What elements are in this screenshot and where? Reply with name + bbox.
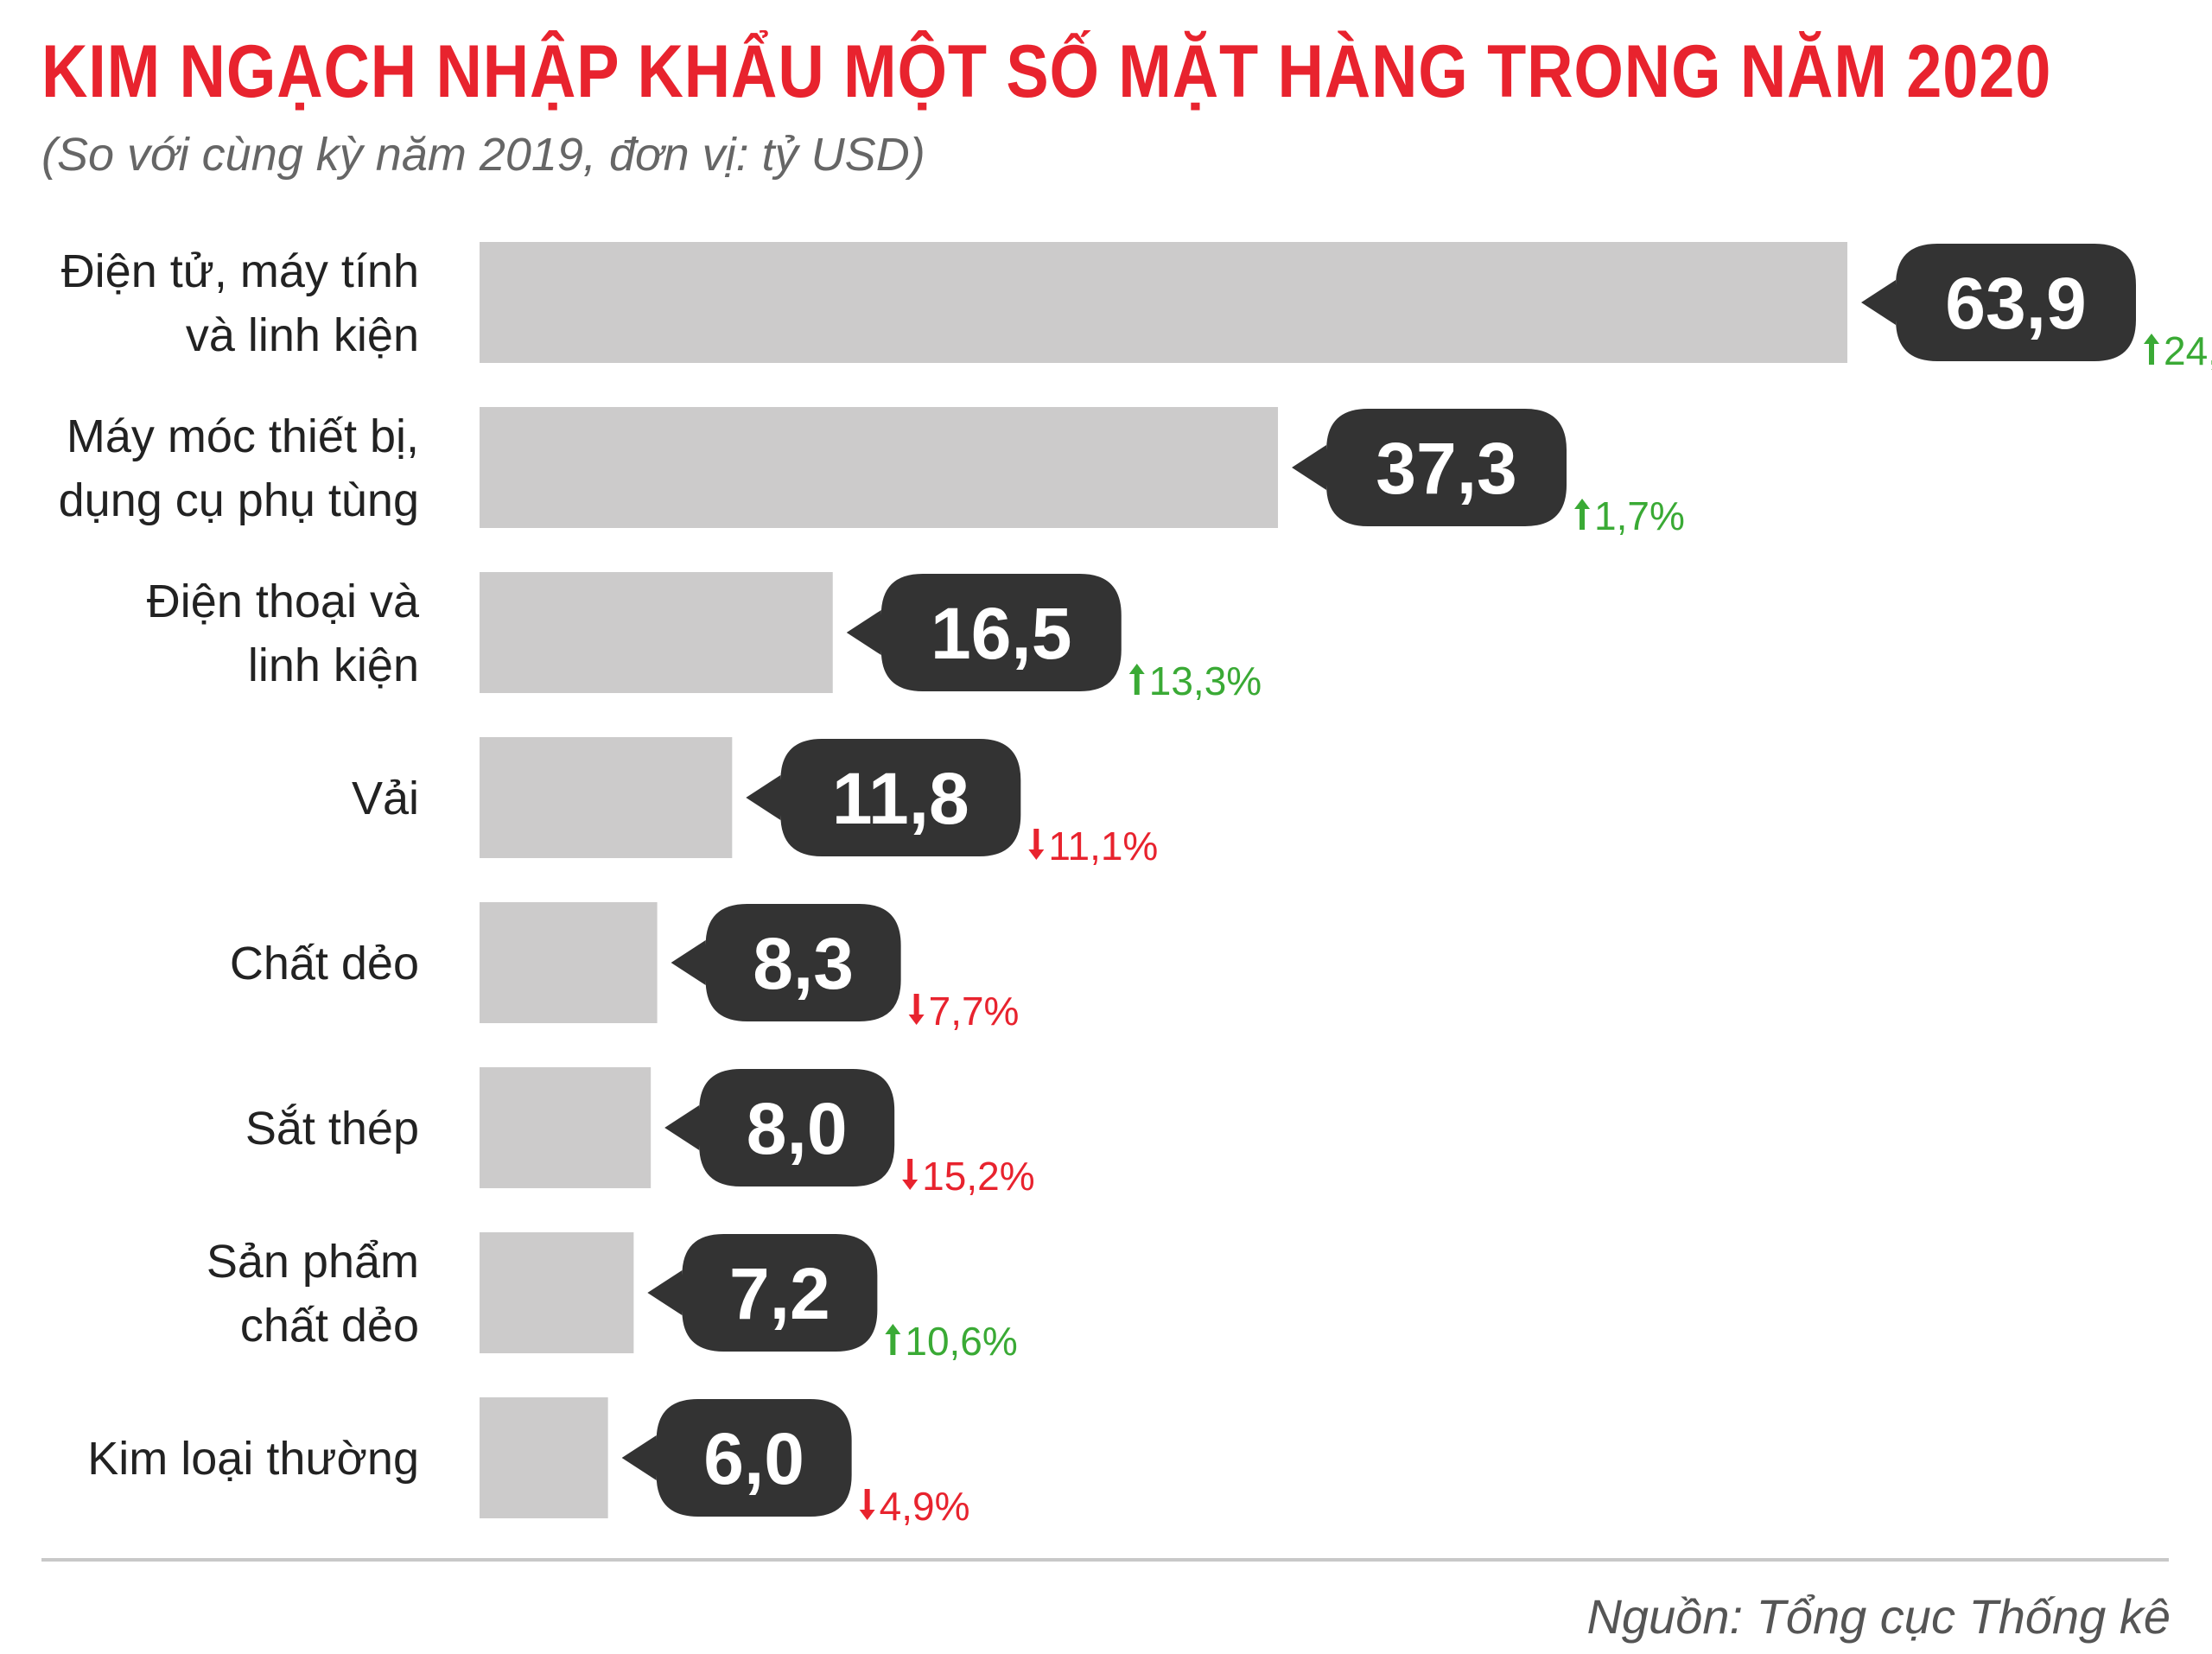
- category-label: Vải: [352, 773, 419, 824]
- value-bubble: [664, 1069, 895, 1186]
- category-label: và linh kiện: [186, 309, 419, 361]
- arrow-up-icon: [2144, 334, 2159, 365]
- bar: [480, 1397, 608, 1518]
- change-label: 15,2%: [922, 1154, 1034, 1199]
- value-bubble: [746, 739, 1021, 856]
- change-label: 7,7%: [929, 989, 1020, 1034]
- category-label: Chất dẻo: [230, 938, 419, 989]
- chart-title: KIM NGẠCH NHẬP KHẨU MỘT SỐ MẶT HÀNG TRON…: [41, 30, 2052, 113]
- bar: [480, 572, 833, 693]
- source-note: Nguồn: Tổng cục Thống kê: [1586, 1589, 2171, 1644]
- arrow-down-icon: [908, 994, 925, 1025]
- category-label: Điện tử, máy tính: [61, 245, 419, 297]
- chart-subtitle: (So với cùng kỳ năm 2019, đơn vị: tỷ USD…: [41, 129, 925, 181]
- bar: [480, 902, 658, 1023]
- category-label: Máy móc thiết bị,: [67, 410, 419, 462]
- category-label: Sản phẩm: [207, 1236, 419, 1288]
- footer-divider: [41, 1558, 2169, 1562]
- category-label: Điện thoại và: [147, 576, 420, 627]
- change-label: 11,1%: [1048, 824, 1158, 868]
- arrow-down-icon: [1028, 829, 1045, 860]
- category-label: linh kiện: [248, 639, 419, 691]
- change-label: 4,9%: [880, 1484, 970, 1529]
- category-label: dụng cụ phụ tùng: [59, 474, 419, 526]
- change-label: 10,6%: [905, 1319, 1017, 1364]
- value-bubble: [647, 1234, 878, 1352]
- arrow-up-icon: [1574, 499, 1591, 530]
- category-label: Kim loại thường: [87, 1433, 419, 1485]
- arrow-up-icon: [885, 1324, 901, 1355]
- value-label: 11,8: [832, 758, 969, 839]
- value-label: 16,5: [931, 593, 1072, 674]
- bar: [480, 407, 1279, 528]
- value-label: 37,3: [1376, 428, 1517, 509]
- value-bubble: [671, 904, 901, 1021]
- change-label: 13,3%: [1149, 658, 1262, 703]
- category-label: chất dẻo: [240, 1300, 419, 1352]
- value-bubble: [1861, 244, 2136, 361]
- value-label: 63,9: [1945, 263, 2087, 344]
- arrow-up-icon: [1128, 664, 1145, 695]
- change-label: 1,7%: [1594, 493, 1685, 538]
- arrow-down-icon: [902, 1159, 918, 1190]
- bar: [480, 737, 733, 858]
- bar: [480, 1232, 634, 1353]
- value-bubble: [1292, 409, 1567, 526]
- bar: [480, 1067, 652, 1188]
- value-label: 7,2: [729, 1253, 830, 1334]
- category-label: Sắt thép: [245, 1103, 419, 1155]
- arrow-down-icon: [859, 1489, 875, 1520]
- value-label: 8,0: [747, 1088, 848, 1169]
- bar: [480, 242, 1847, 363]
- value-label: 8,3: [753, 923, 854, 1004]
- change-label: 24,6%: [2164, 328, 2212, 373]
- value-label: 6,0: [703, 1418, 804, 1499]
- value-bubble: [846, 574, 1122, 691]
- value-bubble: [621, 1399, 852, 1517]
